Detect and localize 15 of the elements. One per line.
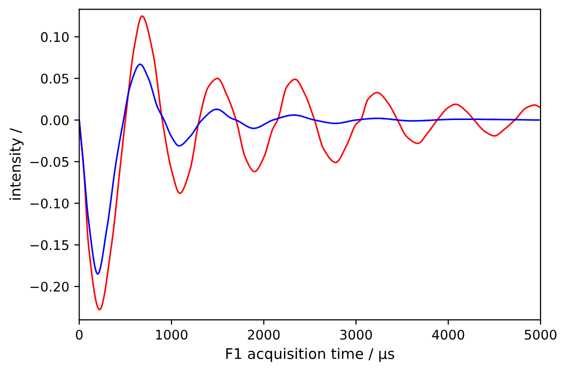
y-tick-label: 0.05: [41, 74, 68, 84]
y-tick-label: 0.10: [41, 32, 69, 42]
x-tick-label: 5000: [524, 330, 556, 340]
y-axis-title: intensity /: [9, 128, 24, 200]
x-tick-label: 0: [76, 330, 83, 340]
x-tick-label: 2000: [248, 330, 280, 340]
x-tick-label: 4000: [432, 330, 464, 340]
y-tick-label: 0.00: [41, 115, 69, 126]
y-tick-label: −0.10: [30, 198, 69, 208]
x-tick-label: 1000: [156, 330, 188, 340]
x-axis-title: F1 acquisition time / µs: [226, 348, 394, 362]
y-tick-label: −0.20: [30, 282, 69, 292]
x-tick-label: 3000: [340, 330, 372, 340]
y-tick-label: −0.15: [30, 240, 68, 250]
y-tick-label: −0.05: [30, 156, 68, 167]
